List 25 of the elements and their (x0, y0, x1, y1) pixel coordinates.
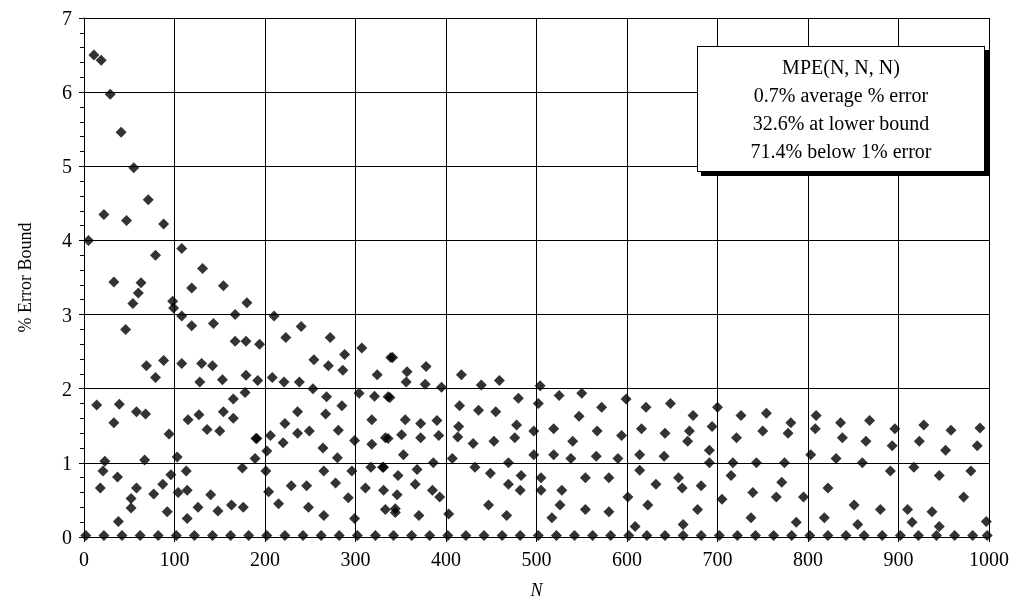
y-tick-label: 2 (62, 377, 72, 400)
y-tick-label: 1 (62, 451, 72, 474)
x-tick-label: 400 (431, 548, 461, 570)
y-tick-label: 4 (62, 229, 72, 252)
y-tick-label: 7 (62, 7, 72, 29)
annotation: MPE(N, N, N) (781, 55, 901, 81)
x-tick-label: 200 (250, 548, 280, 570)
x-tick-label: 1000 (969, 548, 1009, 570)
annotation: 0.7% average % error (752, 83, 930, 109)
x-tick-label: 0 (79, 548, 89, 570)
x-tick-label: 300 (340, 548, 371, 570)
x-tick-label: 700 (702, 548, 733, 570)
annotation: 32.6% at lower bound (751, 111, 931, 136)
x-axis-title: N (529, 580, 544, 600)
y-tick-label: 3 (62, 303, 72, 326)
y-axis-title: % Error Bound (15, 222, 35, 333)
y-tick-label: 0 (62, 526, 72, 548)
x-tick-label: 800 (793, 548, 823, 570)
x-tick-label: 900 (883, 548, 914, 570)
annotation: 71.4% below 1% error (749, 139, 933, 164)
y-tick-label: 5 (62, 155, 72, 178)
y-tick-label: 6 (62, 81, 72, 104)
x-tick-label: 600 (612, 548, 642, 570)
x-tick-label: 100 (159, 548, 190, 570)
x-tick-label: 500 (521, 548, 552, 570)
